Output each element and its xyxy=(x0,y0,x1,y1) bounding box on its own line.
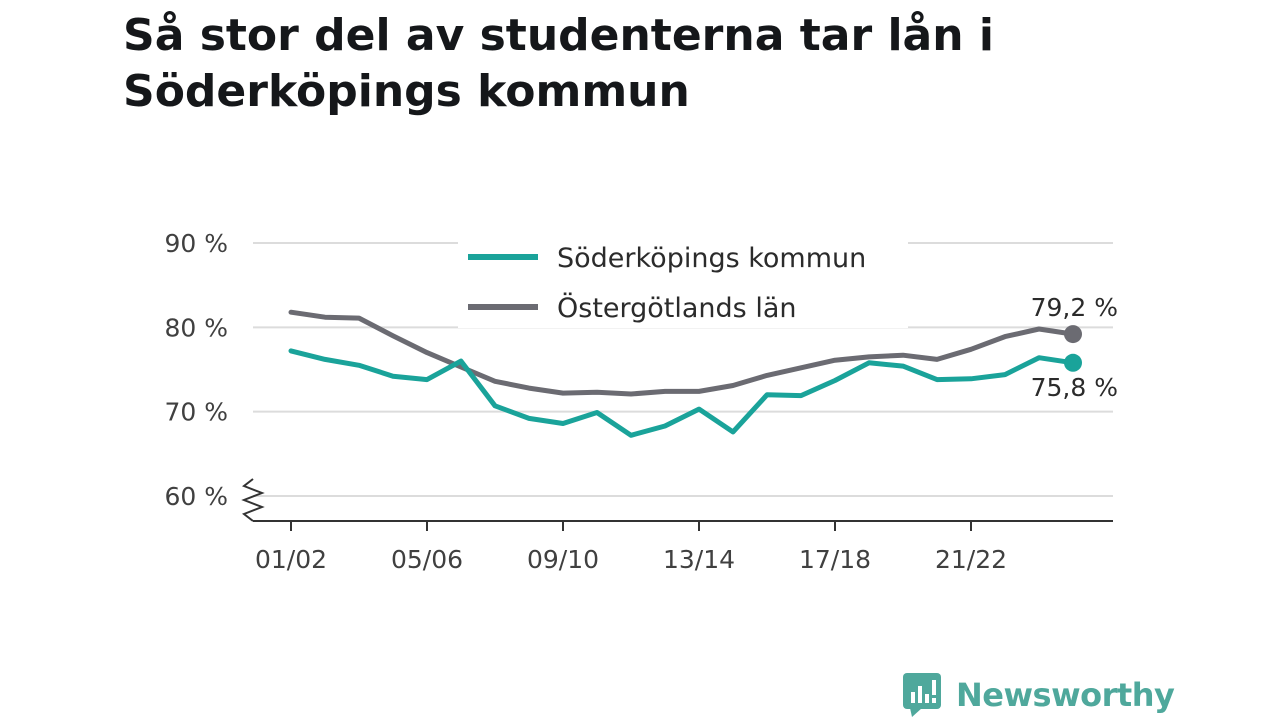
chart-title: Så stor del av studenterna tar lån i Söd… xyxy=(123,10,994,117)
x-tick-label: 13/14 xyxy=(663,545,735,574)
x-axis: 01/02 05/06 09/10 13/14 17/18 21/22 xyxy=(253,520,1113,574)
end-labels: 79,2 % 75,8 % xyxy=(1031,293,1118,402)
axis-break-mark xyxy=(241,478,265,522)
legend-label: Söderköpings kommun xyxy=(557,243,866,274)
series-end-point xyxy=(1064,353,1082,372)
series-end-point xyxy=(1064,325,1082,344)
legend-label: Östergötlands län xyxy=(557,292,797,324)
end-label: 79,2 % xyxy=(1031,293,1118,322)
brand-name: Newsworthy xyxy=(956,676,1175,714)
x-tick-label: 01/02 xyxy=(255,545,327,574)
newsworthy-logo: Newsworthy xyxy=(902,670,1175,720)
x-tick-label: 05/06 xyxy=(391,545,463,574)
end-label: 75,8 % xyxy=(1031,373,1118,402)
x-tick-label: 17/18 xyxy=(799,545,871,574)
series-layer xyxy=(288,309,1082,438)
newsworthy-logo-icon xyxy=(903,673,941,717)
x-tick-label: 21/22 xyxy=(935,545,1007,574)
y-axis: 60 % 70 % 80 % 90 % xyxy=(164,229,265,522)
y-tick-label: 90 % xyxy=(164,229,228,258)
series-line xyxy=(288,348,1076,438)
legend: Söderköpings kommun Östergötlands län xyxy=(458,232,908,328)
series-line xyxy=(288,309,1076,397)
legend-box xyxy=(458,232,908,328)
y-tick-label: 70 % xyxy=(164,398,228,427)
x-tick-label: 09/10 xyxy=(527,545,599,574)
y-tick-label: 60 % xyxy=(164,482,228,511)
y-tick-label: 80 % xyxy=(164,313,228,342)
